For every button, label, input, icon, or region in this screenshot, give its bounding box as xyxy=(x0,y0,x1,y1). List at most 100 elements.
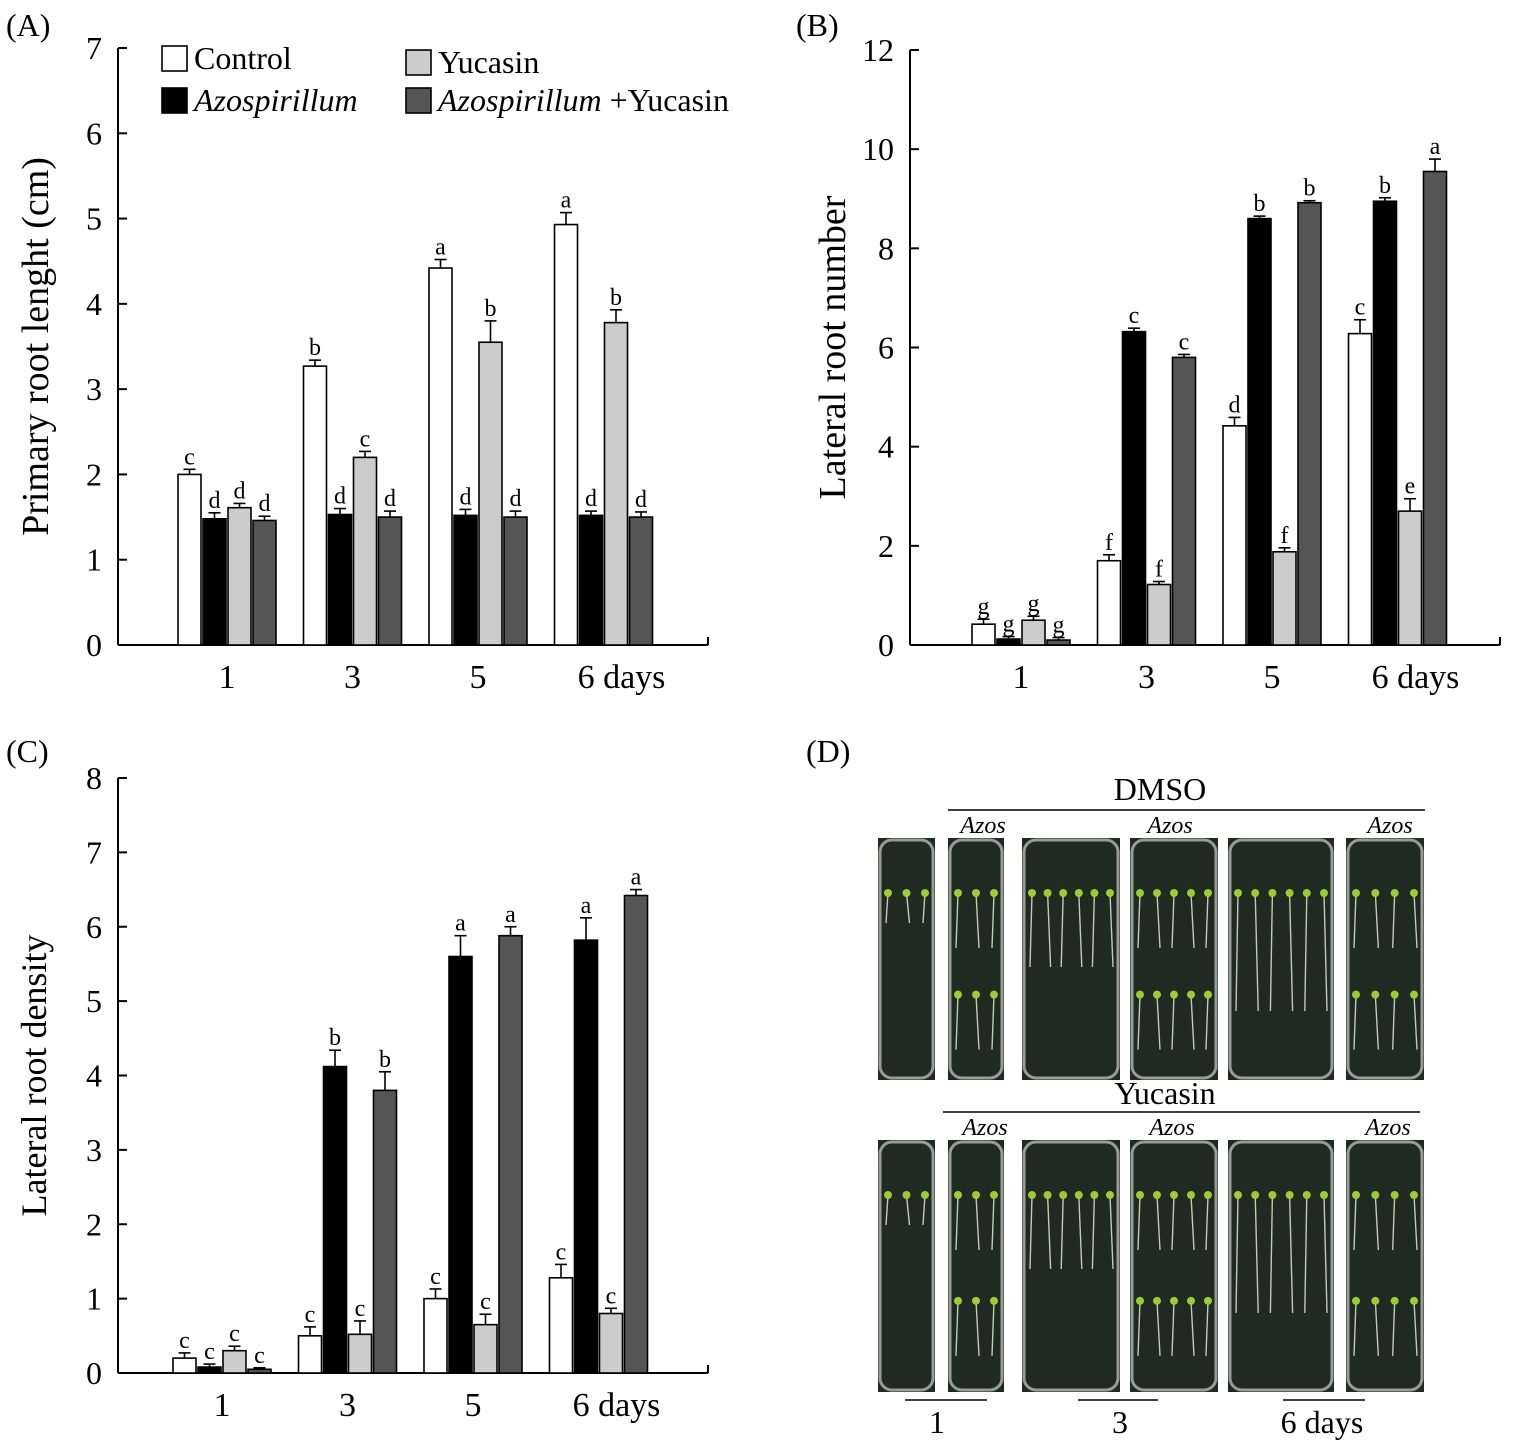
seedling-leaf xyxy=(884,1191,892,1199)
significance-letter: b xyxy=(1254,191,1266,217)
seedling-leaf xyxy=(972,990,980,999)
seedling-leaf xyxy=(1320,1191,1328,1199)
petri-plate-rim xyxy=(1228,1140,1334,1392)
significance-letter: d xyxy=(510,486,522,512)
seedling-leaf xyxy=(1059,889,1068,897)
significance-letter: c xyxy=(430,1264,441,1290)
seedling-root xyxy=(1391,1194,1396,1251)
seedling-leaf xyxy=(972,1296,980,1305)
y-tick-label: 8 xyxy=(86,760,102,796)
x-tick-label: 6 days xyxy=(1372,659,1460,696)
seedling-leaf xyxy=(1153,990,1161,999)
seedling-leaf xyxy=(921,889,929,897)
seedling-leaf xyxy=(1302,889,1311,897)
significance-letter: d xyxy=(635,487,647,513)
bar xyxy=(347,1333,373,1374)
photo-row-title: Yucasin xyxy=(1114,1075,1215,1111)
bar xyxy=(578,514,604,646)
bar xyxy=(1171,356,1197,646)
seedling-root xyxy=(1374,892,1380,949)
seedling-root xyxy=(1171,1194,1175,1251)
seedling-root xyxy=(1156,1300,1161,1356)
seedling-root xyxy=(1091,892,1096,968)
seedling-root xyxy=(1269,1194,1274,1314)
seedling-leaf xyxy=(1268,889,1277,897)
seedling-leaf xyxy=(1352,990,1360,999)
y-axis-label: Lateral root number xyxy=(812,195,854,499)
bar xyxy=(1422,170,1448,646)
seedling-leaf xyxy=(1390,1296,1399,1305)
x-tick-label: 1 xyxy=(1013,659,1030,696)
seedling-root xyxy=(1078,892,1083,968)
seedling-leaf xyxy=(954,1191,962,1199)
y-tick-label: 1 xyxy=(86,542,102,578)
seedling-leaf xyxy=(1410,889,1418,897)
seedling-root xyxy=(975,1194,980,1251)
y-tick-label: 6 xyxy=(86,909,102,945)
significance-letter: d xyxy=(209,488,221,514)
significance-letter: g xyxy=(1028,591,1040,617)
bar xyxy=(428,267,453,646)
petri-plate-photo xyxy=(1346,838,1424,1080)
seedling-root xyxy=(1109,892,1114,968)
seedling-root xyxy=(1413,892,1418,949)
bar xyxy=(252,519,277,646)
bar xyxy=(1222,425,1247,646)
significance-letter: c xyxy=(556,1239,567,1265)
legend-swatch xyxy=(161,87,188,114)
significance-letter: b xyxy=(309,335,321,361)
bar xyxy=(603,321,629,646)
seedling-leaf xyxy=(1090,1191,1099,1199)
x-tick-label: 3 xyxy=(344,659,361,696)
seedling-root xyxy=(1205,994,1209,1050)
seedling-leaf xyxy=(1074,889,1083,897)
significance-letter: c xyxy=(305,1302,316,1328)
seedling-leaf xyxy=(902,889,911,897)
significance-letter: a xyxy=(1430,134,1441,160)
petri-plate-photo xyxy=(948,838,1004,1080)
seedling-root xyxy=(975,1300,980,1356)
seedling-root xyxy=(1046,892,1052,968)
legend-label: Yucasin xyxy=(438,44,539,80)
y-tick-label: 2 xyxy=(878,528,894,564)
seedling-leaf xyxy=(1043,889,1052,897)
significance-letter: b xyxy=(610,285,622,311)
x-tick-label: 3 xyxy=(339,1387,356,1424)
seedling-leaf xyxy=(1410,1191,1418,1199)
seedling-root xyxy=(1353,1300,1357,1356)
seedling-leaf xyxy=(1136,889,1144,897)
bar xyxy=(372,1089,398,1374)
petri-plate-rim xyxy=(878,838,935,1080)
seedling-leaf xyxy=(884,889,892,897)
seedling-root xyxy=(991,1300,995,1356)
seedling-root xyxy=(955,1194,959,1251)
y-tick-label: 0 xyxy=(86,1355,102,1391)
y-tick-label: 3 xyxy=(86,371,102,407)
panel-d-photos: (D) DMSO Azos Azos Azos Yucasin Azos Azos Azos 1 3… xyxy=(806,733,1425,1440)
seedling-leaf xyxy=(1352,1296,1360,1305)
panel-label: (B) xyxy=(796,7,839,43)
significance-letter: d xyxy=(585,486,597,512)
seedling-leaf xyxy=(1170,990,1178,999)
bar xyxy=(1397,510,1423,646)
seedling-leaf xyxy=(1187,990,1195,999)
bar xyxy=(628,516,654,646)
bar xyxy=(302,365,328,646)
seedling-root xyxy=(1091,1194,1096,1270)
seedling-root xyxy=(1374,1300,1380,1356)
petri-plate-rim xyxy=(1130,838,1218,1080)
seedling-root xyxy=(1323,892,1328,1012)
x-tick-label: 6 days xyxy=(578,659,666,696)
seedling-leaf xyxy=(1187,1191,1195,1199)
seedling-root xyxy=(1413,1194,1418,1251)
bar xyxy=(498,934,523,1374)
petri-plate-rim xyxy=(1228,838,1334,1080)
legend-swatch xyxy=(405,49,432,76)
bar xyxy=(247,1368,272,1374)
seedling-leaf xyxy=(1410,990,1418,999)
seedling-leaf xyxy=(1390,1191,1399,1199)
seedling-leaf xyxy=(1187,1296,1195,1305)
seedling-leaf xyxy=(902,1191,911,1199)
seedling-root xyxy=(975,892,980,949)
